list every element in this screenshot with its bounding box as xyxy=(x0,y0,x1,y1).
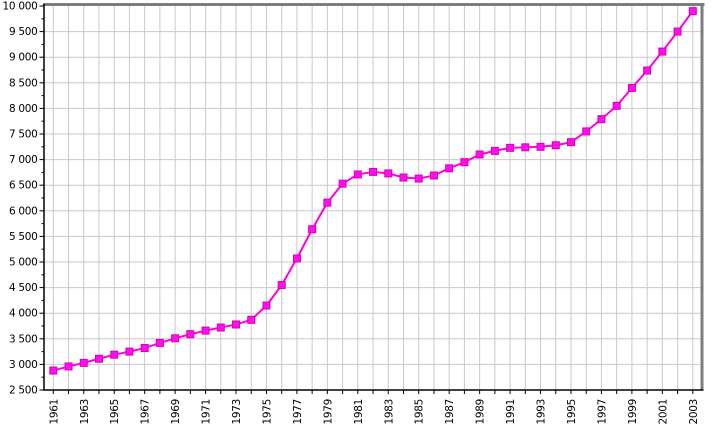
y-tick-label: 3 500 xyxy=(9,333,38,345)
x-tick-label: 1999 xyxy=(627,399,639,425)
data-point-marker xyxy=(627,83,636,92)
data-point-marker xyxy=(521,143,530,152)
x-tick-label: 1967 xyxy=(140,399,152,425)
x-tick-label: 1993 xyxy=(536,399,548,425)
data-point-marker xyxy=(475,150,484,159)
data-point-marker xyxy=(688,7,697,16)
data-point-marker xyxy=(232,320,241,329)
y-axis-labels: 2 500 3 000 3 500 4 000 4 500 5 000 5 500 6 000… xyxy=(3,1,38,397)
data-point-marker xyxy=(399,173,408,182)
data-point-marker xyxy=(338,179,347,188)
data-point-marker xyxy=(262,301,271,310)
x-tick-label: 1985 xyxy=(414,399,426,425)
data-point-marker xyxy=(323,198,332,207)
y-tick-label: 9 000 xyxy=(9,52,38,64)
data-point-marker xyxy=(460,158,469,167)
data-point-marker xyxy=(64,362,73,371)
y-tick-label: 7 500 xyxy=(9,129,38,141)
x-tick-label: 1989 xyxy=(475,399,487,425)
data-point-marker xyxy=(384,169,393,178)
x-tick-label: 1981 xyxy=(353,399,365,425)
plot-frame xyxy=(43,3,705,390)
data-point-marker xyxy=(247,315,256,324)
data-point-marker xyxy=(125,347,134,356)
x-tick-label: 1997 xyxy=(596,399,608,425)
x-tick-label: 1995 xyxy=(566,399,578,425)
y-tick-label: 8 000 xyxy=(9,103,38,115)
x-tick-label: 2001 xyxy=(657,399,669,425)
y-tick-label: 3 000 xyxy=(9,359,38,371)
data-point-marker xyxy=(506,143,515,152)
data-point-marker xyxy=(353,170,362,179)
data-point-marker xyxy=(551,141,560,150)
x-tick-label: 1977 xyxy=(292,399,304,425)
y-tick-label: 8 500 xyxy=(9,77,38,89)
x-tick-label: 1965 xyxy=(109,399,121,425)
data-point-marker xyxy=(490,146,499,155)
x-tick-label: 2003 xyxy=(688,399,700,425)
data-point-marker xyxy=(658,47,667,56)
x-tick-label: 1973 xyxy=(231,399,243,425)
x-tick-label: 1979 xyxy=(322,399,334,425)
data-point-marker xyxy=(414,174,423,183)
x-tick-label: 1969 xyxy=(170,399,182,425)
data-point-marker xyxy=(445,164,454,173)
y-tick-label: 4 500 xyxy=(9,282,38,294)
data-point-marker xyxy=(186,330,195,339)
data-point-marker xyxy=(566,138,575,147)
data-point-marker xyxy=(643,66,652,75)
gridlines xyxy=(44,6,702,390)
data-point-marker xyxy=(597,115,606,124)
data-point-marker xyxy=(292,254,301,263)
x-tick-label: 1963 xyxy=(79,399,91,425)
data-point-marker xyxy=(429,171,438,180)
data-point-marker xyxy=(612,101,621,110)
data-point-marker xyxy=(110,350,119,359)
data-point-marker xyxy=(201,326,210,335)
y-tick-label: 4 000 xyxy=(9,308,38,320)
y-tick-label: 2 500 xyxy=(9,385,38,397)
x-tick-label: 1987 xyxy=(444,399,456,425)
data-point-marker xyxy=(216,323,225,332)
y-tick-label: 6 000 xyxy=(9,205,38,217)
data-point-marker xyxy=(673,27,682,36)
data-point-marker xyxy=(140,344,149,353)
data-point-markers xyxy=(49,7,697,375)
y-tick-label: 5 000 xyxy=(9,257,38,269)
y-tick-label: 10 000 xyxy=(3,1,38,13)
y-tick-label: 5 500 xyxy=(9,231,38,243)
x-tick-label: 1971 xyxy=(201,399,213,425)
data-point-marker xyxy=(94,354,103,363)
x-tick-label: 1975 xyxy=(261,399,273,425)
x-tick-label: 1991 xyxy=(505,399,517,425)
data-point-marker xyxy=(277,281,286,290)
axis-ticks xyxy=(39,5,694,394)
data-point-marker xyxy=(536,142,545,151)
x-axis-labels: 1961 1963 1965 1967 1969 1971 1973 1975 1977 1979… xyxy=(48,399,700,425)
data-point-marker xyxy=(79,358,88,367)
data-point-marker xyxy=(582,127,591,136)
data-point-marker xyxy=(308,225,317,234)
x-tick-label: 1961 xyxy=(48,399,60,425)
data-point-marker xyxy=(49,366,58,375)
x-tick-label: 1983 xyxy=(383,399,395,425)
y-tick-label: 6 500 xyxy=(9,180,38,192)
data-point-marker xyxy=(155,338,164,347)
y-tick-label: 9 500 xyxy=(9,26,38,38)
y-tick-label: 7 000 xyxy=(9,154,38,166)
data-point-marker xyxy=(171,334,180,343)
data-point-marker xyxy=(369,167,378,176)
